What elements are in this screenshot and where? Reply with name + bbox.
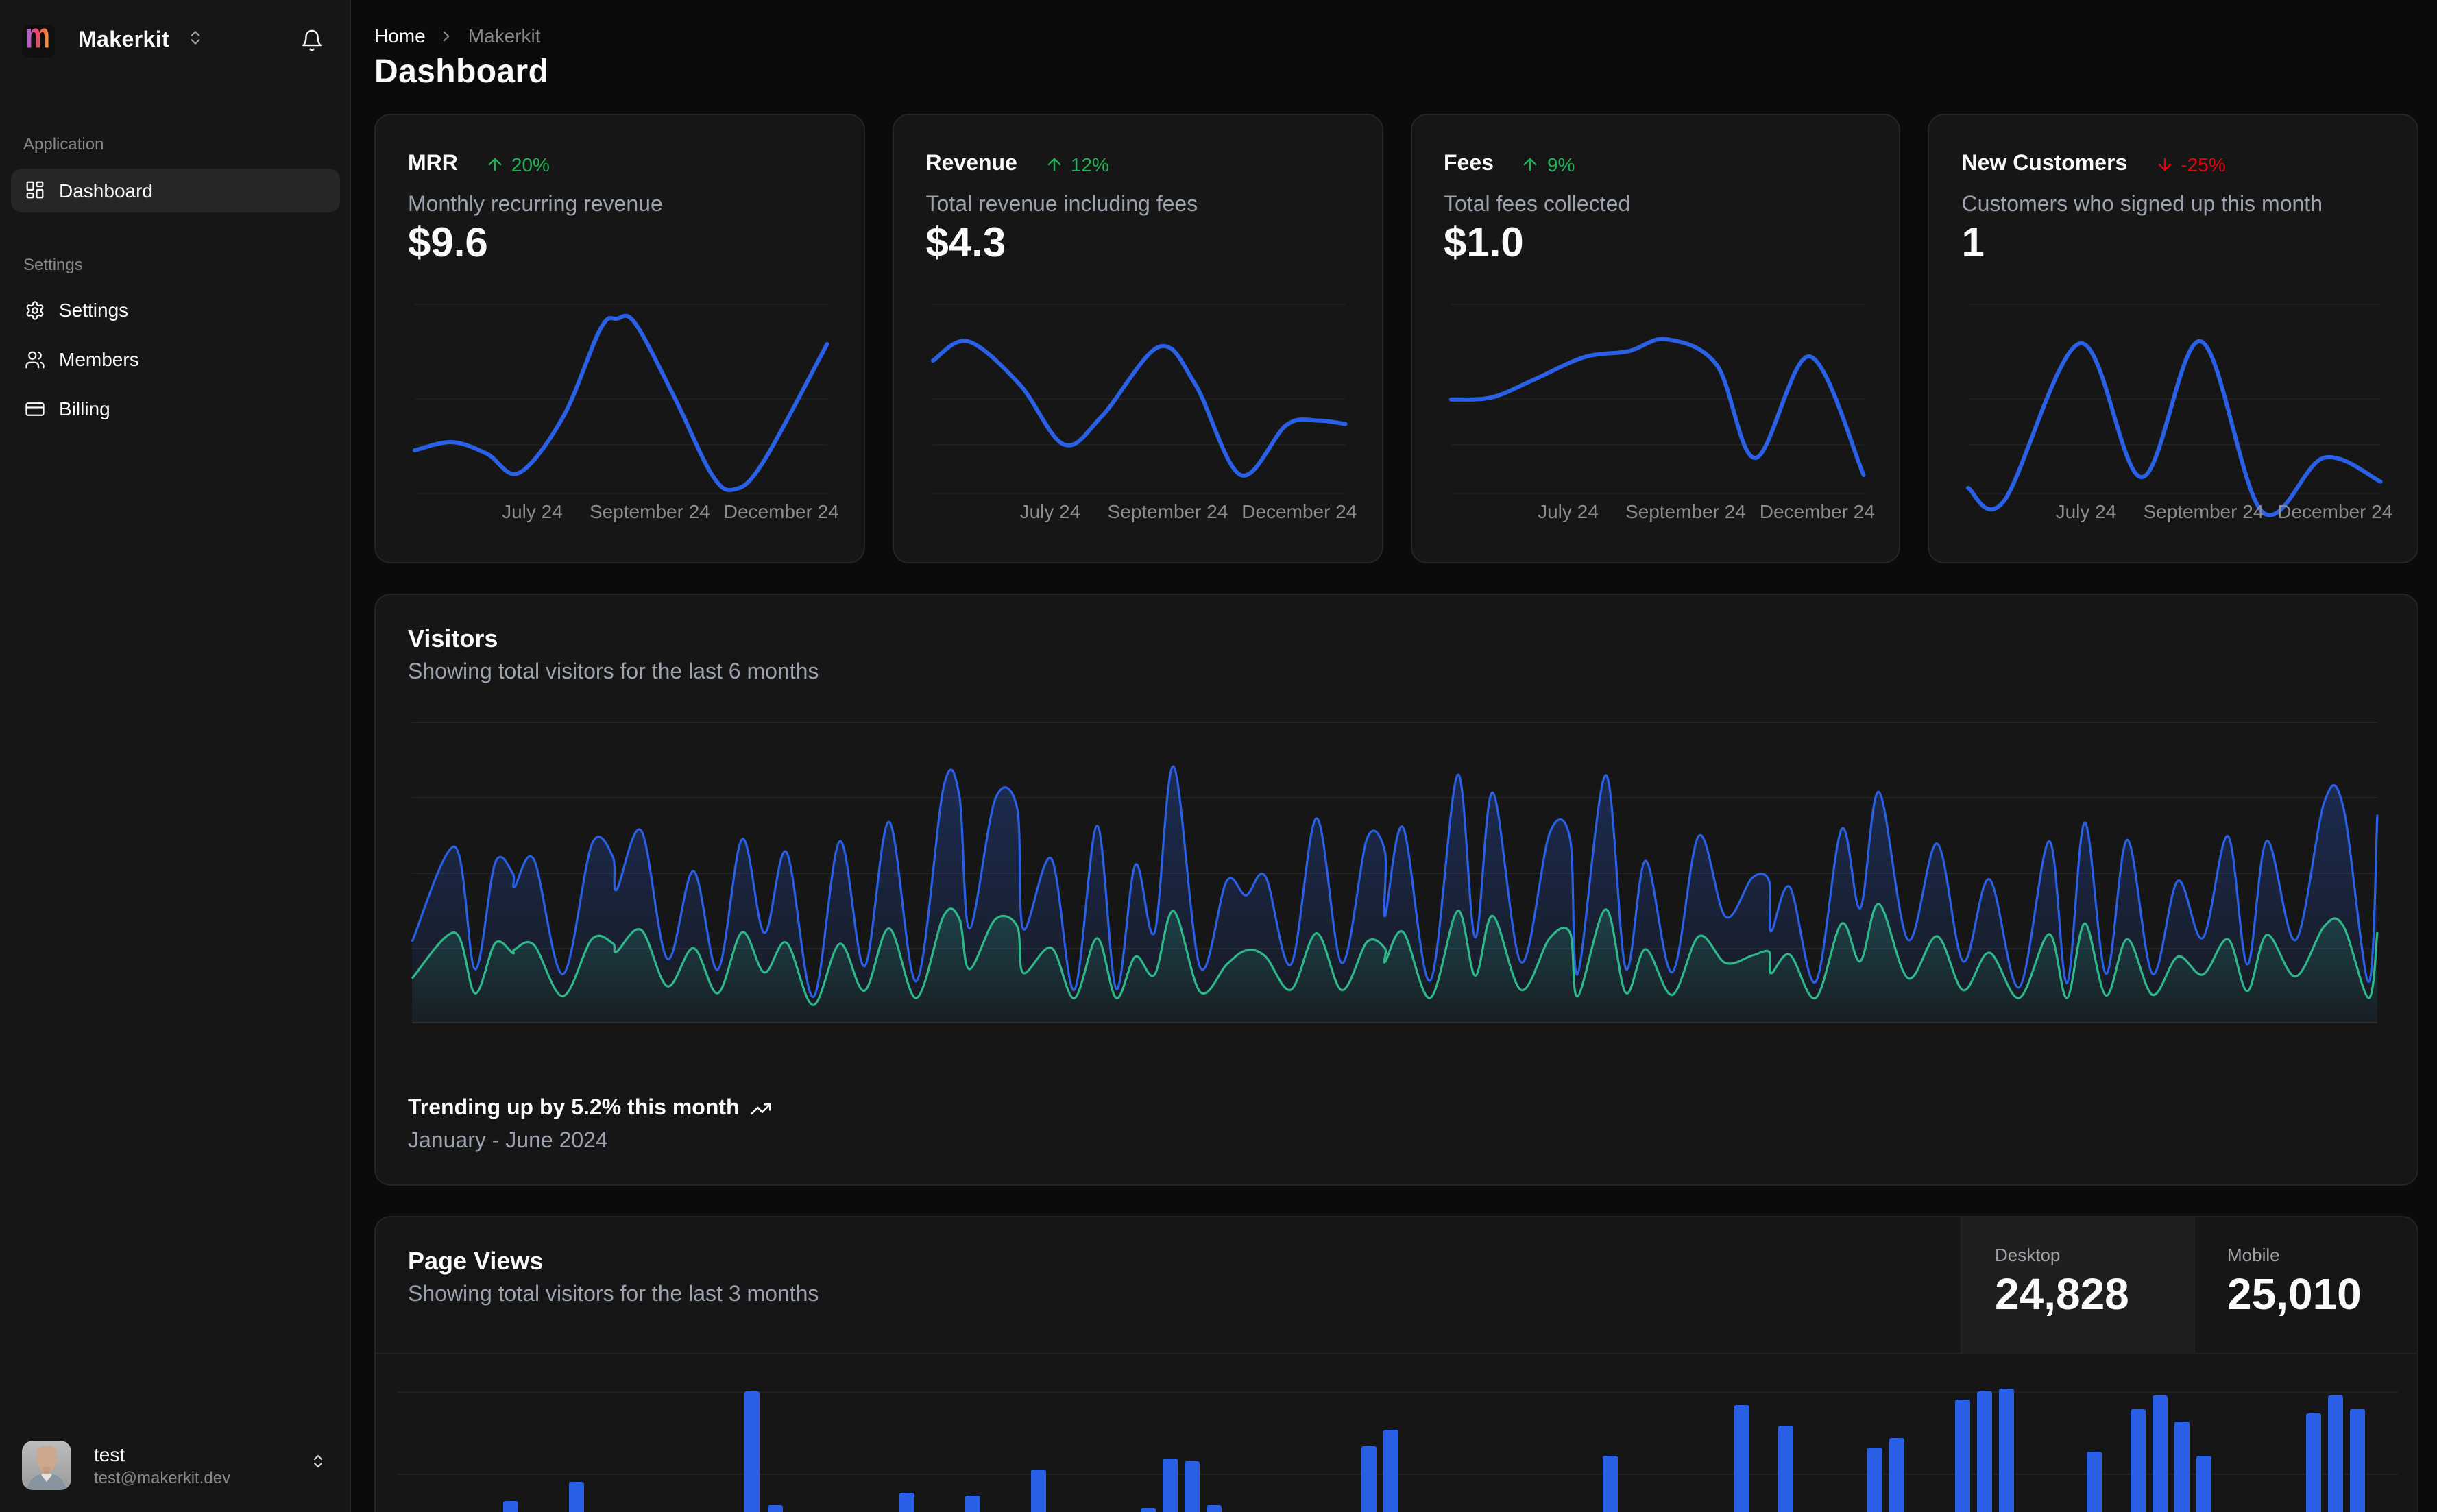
svg-text:m: m bbox=[25, 25, 50, 56]
